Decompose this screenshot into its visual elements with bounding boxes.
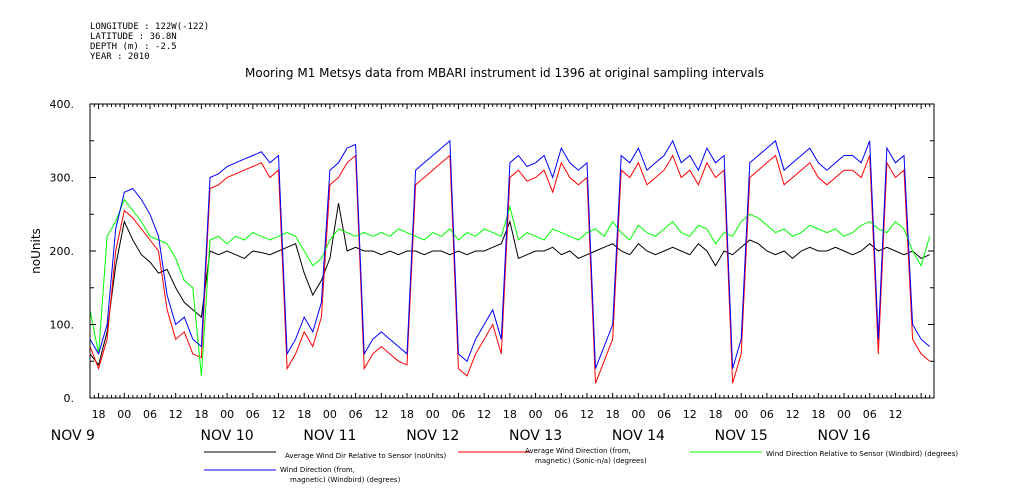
x-date-label: NOV 10 xyxy=(201,428,254,444)
meta-year: YEAR : 2010 xyxy=(90,52,150,62)
x-date-label: NOV 11 xyxy=(303,428,356,444)
x-hour-label: 06 xyxy=(760,408,774,421)
x-hour-label: 18 xyxy=(606,408,620,421)
series-line-4 xyxy=(89,139,931,369)
x-hour-label: 18 xyxy=(709,408,723,421)
x-hour-label: 18 xyxy=(503,408,517,421)
y-tick-label: 200. xyxy=(50,245,75,258)
chart-title: Mooring M1 Metsys data from MBARI instru… xyxy=(245,66,764,80)
x-date-label: NOV 14 xyxy=(612,428,665,444)
x-date-label: NOV 12 xyxy=(406,428,459,444)
x-hour-label: 12 xyxy=(169,408,183,421)
series-line-1 xyxy=(89,203,930,367)
x-hour-label: 00 xyxy=(837,408,851,421)
plot-frame xyxy=(89,103,935,399)
x-hour-label: 12 xyxy=(374,408,388,421)
x-hour-label: 00 xyxy=(117,408,131,421)
meta-depth: DEPTH (m) : -2.5 xyxy=(90,42,177,52)
x-hour-label: 06 xyxy=(143,408,157,421)
x-date-label: NOV 9 xyxy=(51,428,95,444)
x-hour-label: 18 xyxy=(811,408,825,421)
x-hour-label: 00 xyxy=(734,408,748,421)
x-hour-label: 00 xyxy=(323,408,337,421)
x-hour-label: 12 xyxy=(786,408,800,421)
x-date-label: NOV 16 xyxy=(817,428,870,444)
x-date-label: NOV 13 xyxy=(509,428,562,444)
x-hour-label: 00 xyxy=(426,408,440,421)
y-axis-label: noUnits xyxy=(29,228,43,274)
x-hour-label: 12 xyxy=(477,408,491,421)
meta-longitude: LONGITUDE : 122W(-122) xyxy=(90,22,210,32)
legend-label-2: Average Wind Direction (from, xyxy=(525,447,631,455)
x-hour-label: 18 xyxy=(400,408,414,421)
legend-label-4: magnetic) (Windbird) (degrees) xyxy=(290,476,401,484)
x-hour-label: 06 xyxy=(554,408,568,421)
x-hour-label: 00 xyxy=(220,408,234,421)
y-tick-label: 100. xyxy=(50,319,75,332)
x-hour-label: 12 xyxy=(580,408,594,421)
y-tick-label: 400. xyxy=(50,98,75,111)
x-date-label: NOV 15 xyxy=(715,428,768,444)
y-tick-label: 300. xyxy=(50,172,75,185)
x-hour-label: 12 xyxy=(683,408,697,421)
x-hour-label: 06 xyxy=(657,408,671,421)
legend-label-4: Wind Direction (from, xyxy=(280,466,355,474)
legend-label-3: Wind Direction Relative to Sensor (Windb… xyxy=(766,450,958,458)
x-hour-label: 06 xyxy=(863,408,877,421)
meta-latitude: LATITUDE : 36.8N xyxy=(90,32,177,42)
x-hour-label: 18 xyxy=(297,408,311,421)
x-hour-label: 12 xyxy=(272,408,286,421)
x-hour-label: 00 xyxy=(631,408,645,421)
x-hour-label: 12 xyxy=(888,408,902,421)
series-line-3 xyxy=(89,198,931,376)
x-hour-label: 06 xyxy=(246,408,260,421)
series-line-2 xyxy=(89,154,931,384)
x-hour-label: 18 xyxy=(92,408,106,421)
x-hour-label: 18 xyxy=(194,408,208,421)
x-hour-label: 06 xyxy=(451,408,465,421)
x-hour-label: 06 xyxy=(349,408,363,421)
legend-label-1: Average Wind Dir Relative to Sensor (noU… xyxy=(285,452,446,460)
x-hour-label: 00 xyxy=(529,408,543,421)
legend-label-2: magnetic) (Sonic-n/a) (degrees) xyxy=(535,457,647,465)
y-tick-label: 0. xyxy=(64,392,75,405)
